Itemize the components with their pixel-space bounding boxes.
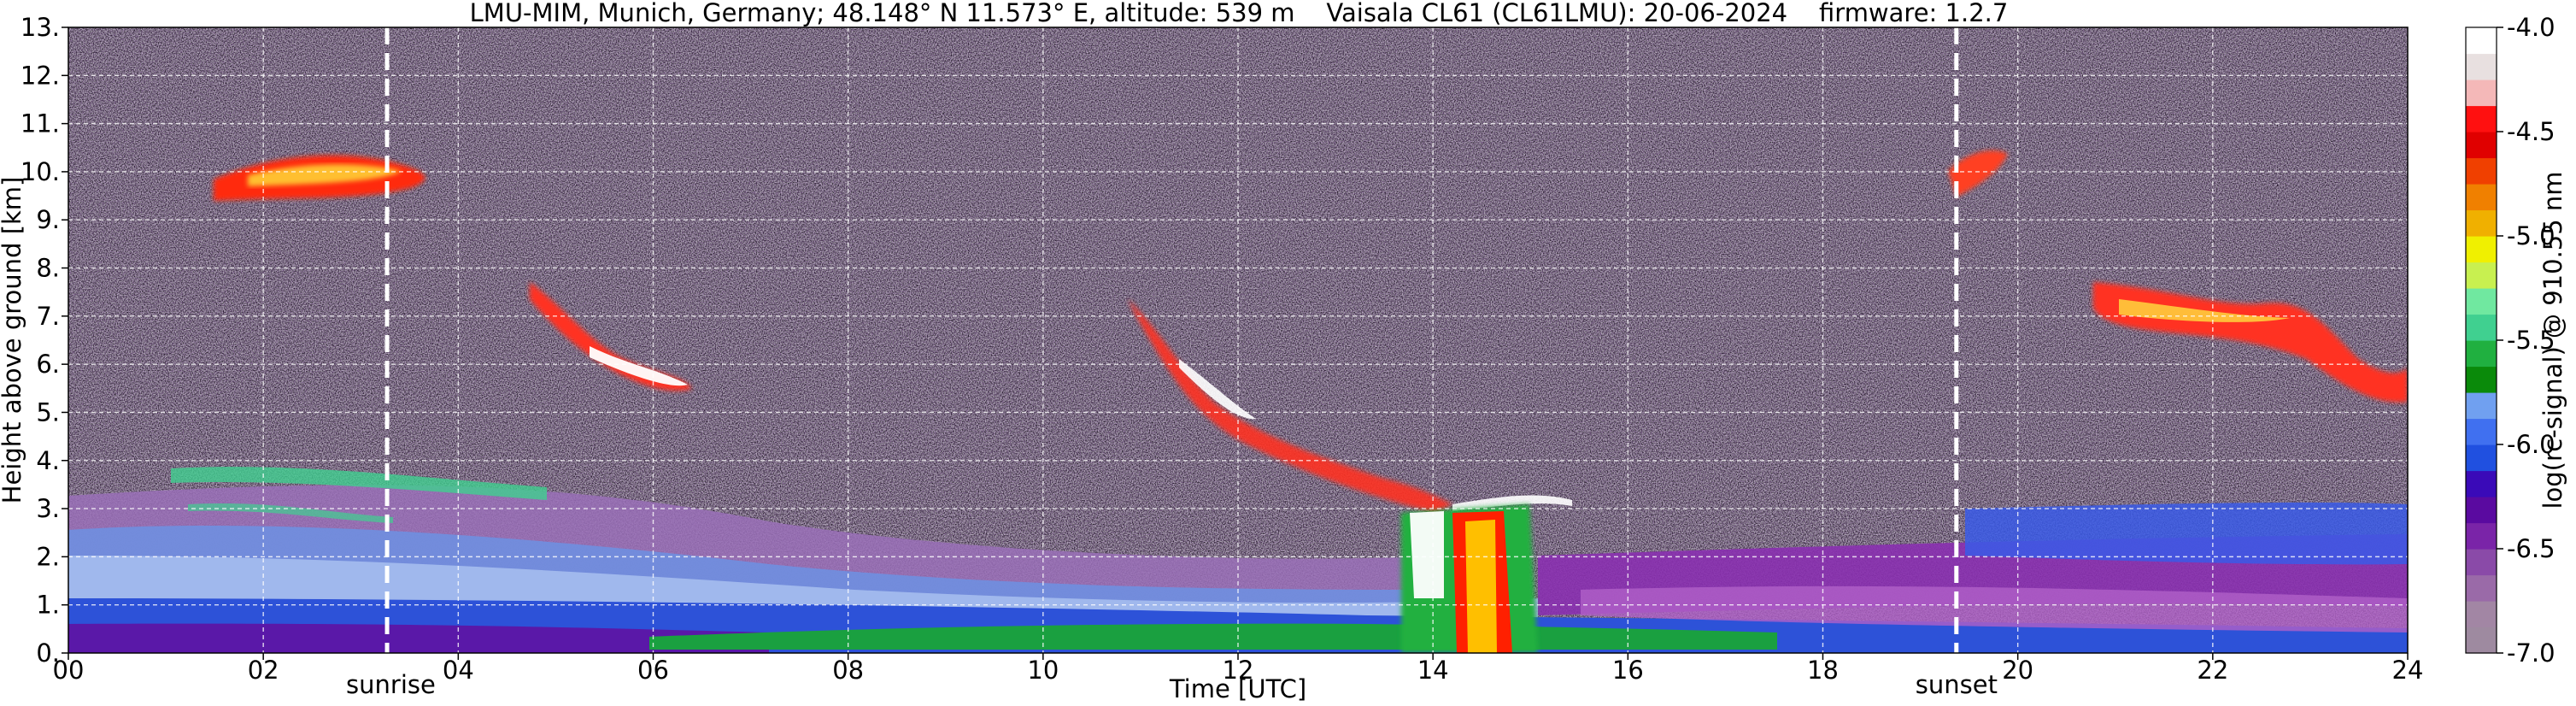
colorbar-segment bbox=[2466, 549, 2497, 576]
x-tick-label: 06 bbox=[637, 656, 669, 685]
green-layer-morning bbox=[171, 467, 547, 500]
x-tick-label: 24 bbox=[2392, 656, 2424, 685]
colorbar-segment bbox=[2466, 497, 2497, 524]
y-tick-label: 0. bbox=[36, 638, 60, 668]
y-tick-label: 12. bbox=[21, 61, 60, 90]
x-tick-label: 22 bbox=[2197, 656, 2228, 685]
colorbar-segment bbox=[2466, 27, 2497, 55]
x-tick-label: 02 bbox=[248, 656, 279, 685]
colorbar-segment bbox=[2466, 288, 2497, 315]
colorbar-segment bbox=[2466, 157, 2497, 185]
colorbar-segment bbox=[2466, 184, 2497, 211]
sunset-label: sunset bbox=[1915, 670, 1998, 699]
cirrus-descending-core bbox=[590, 346, 688, 386]
surface-layer-purple bbox=[68, 623, 769, 653]
chart-title: LMU-MIM, Munich, Germany; 48.148° N 11.5… bbox=[469, 0, 2009, 27]
x-tick-label: 14 bbox=[1417, 656, 1449, 685]
y-tick-label: 5. bbox=[36, 397, 60, 427]
x-axis: 00 02 04 06 08 10 12 14 16 18 20 22 24 bbox=[53, 653, 2424, 685]
evening-layer-blue bbox=[1965, 502, 2408, 565]
y-tick-label: 4. bbox=[36, 446, 60, 475]
colorbar-segment bbox=[2466, 601, 2497, 628]
y-tick-label: 3. bbox=[36, 494, 60, 523]
cirrus-sunset-band bbox=[1948, 150, 2008, 197]
y-tick-label: 2. bbox=[36, 542, 60, 571]
y-tick-label: 10. bbox=[21, 157, 60, 186]
cirrus-midday-band bbox=[1128, 299, 1452, 513]
y-tick-label: 6. bbox=[36, 350, 60, 379]
colorbar-segment bbox=[2466, 470, 2497, 497]
colorbar-segment bbox=[2466, 418, 2497, 445]
x-tick-label: 16 bbox=[1612, 656, 1644, 685]
x-tick-label: 00 bbox=[53, 656, 85, 685]
y-tick-label: 1. bbox=[36, 591, 60, 620]
colorbar-segment bbox=[2466, 574, 2497, 602]
colorbar-segment bbox=[2466, 522, 2497, 550]
colorbar-tick-label: -6.5 bbox=[2507, 534, 2555, 563]
colorbar-segment bbox=[2466, 444, 2497, 472]
colorbar-segment bbox=[2466, 209, 2497, 237]
colorbar-tick-label: -7.0 bbox=[2507, 638, 2555, 668]
sunrise-label: sunrise bbox=[346, 670, 436, 699]
colorbar-segment bbox=[2466, 262, 2497, 289]
evening-layer-lower bbox=[1581, 585, 2408, 632]
colorbar-label: log(rc-signal) @ 910.55 nm bbox=[2538, 171, 2567, 509]
colorbar: -4.0 -4.5 -5.0 -5.5 -6.0 -6.5 -7.0 bbox=[2465, 13, 2555, 668]
convective-cell-yellow bbox=[1465, 520, 1497, 653]
convective-cell-white bbox=[1410, 511, 1444, 598]
colorbar-tick-label: -4.5 bbox=[2507, 117, 2555, 146]
colorbar-tick-label: -5.5 bbox=[2507, 326, 2555, 355]
cirrus-early-core bbox=[248, 164, 402, 186]
event-lines bbox=[384, 27, 1959, 653]
colorbar-tick-label: -5.0 bbox=[2507, 221, 2555, 250]
colorbar-tick-label: -4.0 bbox=[2507, 13, 2555, 42]
cirrus-afternoon-streak bbox=[1452, 495, 1572, 511]
y-tick-label: 9. bbox=[36, 205, 60, 234]
y-tick-label: 7. bbox=[36, 302, 60, 331]
colorbar-segment bbox=[2466, 392, 2497, 420]
x-tick-label: 20 bbox=[2002, 656, 2033, 685]
colorbar-segment bbox=[2466, 627, 2497, 654]
colorbar-segment bbox=[2466, 236, 2497, 263]
y-tick-label: 8. bbox=[36, 254, 60, 283]
y-axis: 0. 1. 2. 3. 4. 5. 6. 7. 8. 9. 10. 11. 12. 13. bbox=[21, 13, 68, 668]
x-tick-label: 08 bbox=[832, 656, 864, 685]
y-axis-label: Height above ground [km] bbox=[0, 177, 26, 504]
colorbar-tick-label: -6.0 bbox=[2507, 430, 2555, 459]
colorbar-segment bbox=[2466, 53, 2497, 80]
x-tick-label: 04 bbox=[443, 656, 474, 685]
y-tick-label: 11. bbox=[21, 109, 60, 138]
x-tick-label: 18 bbox=[1807, 656, 1839, 685]
colorbar-segment bbox=[2466, 314, 2497, 341]
plot-area bbox=[68, 27, 2408, 653]
colorbar-segment bbox=[2466, 105, 2497, 132]
cirrus-midday-core bbox=[1179, 359, 1256, 420]
gridlines bbox=[68, 27, 2408, 653]
y-tick-label: 13. bbox=[21, 13, 60, 42]
colorbar-segment bbox=[2466, 79, 2497, 107]
x-tick-label: 12 bbox=[1223, 656, 1254, 685]
colorbar-segment bbox=[2466, 366, 2497, 393]
x-tick-label: 10 bbox=[1027, 656, 1059, 685]
x-axis-label: Time [UTC] bbox=[1169, 674, 1306, 703]
colorbar-segment bbox=[2466, 340, 2497, 368]
colorbar-segment bbox=[2466, 132, 2497, 159]
